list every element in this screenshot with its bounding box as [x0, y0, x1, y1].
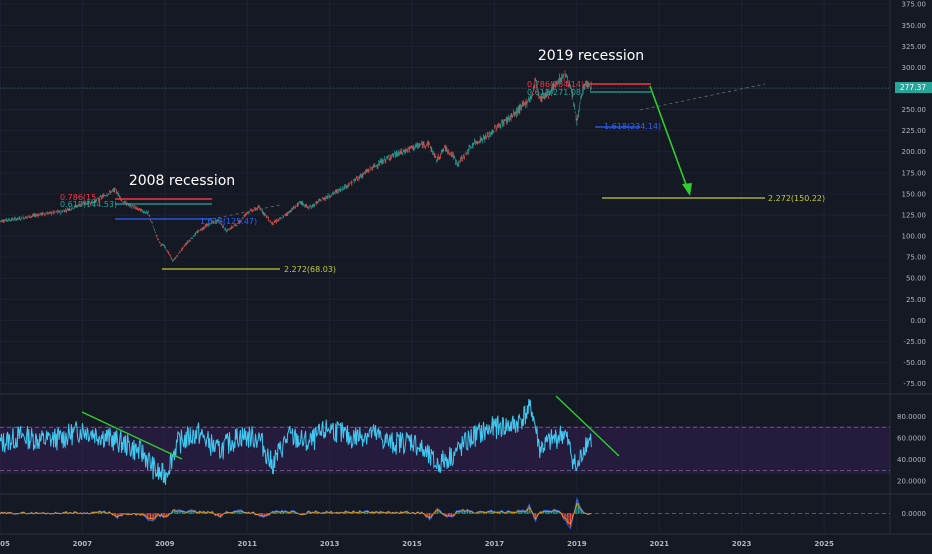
main-y-tick: 50.00 — [906, 275, 926, 283]
rsi-line — [0, 398, 592, 485]
fib-2008-1618-label: 1.618(125.47) — [200, 217, 257, 226]
main-y-tick: 225.00 — [902, 127, 927, 135]
main-y-tick: 0.00 — [910, 317, 926, 325]
rsi-y-tick: 40.0000 — [897, 456, 926, 464]
main-y-tick: 75.00 — [906, 254, 926, 262]
last-price-badge-text: 277.37 — [900, 83, 926, 92]
projection-arrow-line — [649, 85, 689, 191]
rsi-y-tick: 60.0000 — [897, 435, 926, 443]
macd-signal-line — [0, 502, 592, 525]
macd-y-tick: 0.0000 — [902, 510, 927, 518]
main-y-tick: 375.00 — [902, 1, 927, 9]
x-tick-label: 2021 — [650, 540, 670, 548]
rsi-band — [0, 426, 890, 474]
main-y-tick: 100.00 — [902, 233, 927, 241]
x-tick-label: 2025 — [814, 540, 834, 548]
main-y-tick: -25.00 — [903, 338, 926, 346]
recession-2019-label: 2019 recession — [538, 48, 644, 64]
fib-2019-2272-label: 2.272(150.22) — [768, 194, 825, 203]
main-y-tick: -75.00 — [903, 380, 926, 388]
main-y-tick: 325.00 — [902, 43, 927, 51]
main-y-tick: 150.00 — [902, 190, 927, 198]
main-y-tick: 25.00 — [906, 296, 926, 304]
rsi-y-tick: 80.0000 — [897, 413, 926, 421]
main-y-tick: 125.00 — [902, 211, 927, 219]
x-tick-label: 2011 — [237, 540, 257, 548]
x-tick-label: 2009 — [155, 540, 175, 548]
x-tick-label: 2013 — [320, 540, 340, 548]
x-tick-label: 2015 — [402, 540, 422, 548]
fib-2008-0786-label: 0.786(15 — [60, 193, 96, 202]
main-y-tick: -50.00 — [903, 359, 926, 367]
x-tick-label: 2007 — [73, 540, 93, 548]
main-y-tick: 175.00 — [902, 169, 927, 177]
fib-2019-0786-label: 0.786(284.14) — [527, 80, 584, 89]
main-y-tick: 300.00 — [902, 64, 927, 72]
projection-arrow-head — [682, 183, 692, 196]
text-layer: 2019 recession 2008 recession 0.786(15 0… — [60, 48, 825, 274]
rsi-divergence-2008 — [81, 411, 183, 460]
main-y-tick: 200.00 — [902, 148, 927, 156]
fib-2008-2272-label: 2.272(68.03) — [284, 265, 336, 274]
drawing-layer — [0, 83, 890, 460]
fib-2019-1618-label: 1.618(234.14) — [604, 122, 661, 131]
last-price-badge — [895, 82, 932, 93]
fib-2008-0618-label: 0.618(144.53) — [60, 200, 117, 209]
fib-2019-0618-label: 0.618(271.08) — [527, 88, 584, 97]
rsi-divergence-2019 — [555, 395, 620, 457]
x-tick-label: 2017 — [485, 540, 505, 548]
rsi-y-tick: 20.0000 — [897, 478, 926, 486]
main-y-tick: 350.00 — [902, 22, 927, 30]
x-tick-label: 2023 — [732, 540, 752, 548]
recession-2008-label: 2008 recession — [129, 173, 235, 189]
series-layer — [0, 70, 592, 530]
x-tick-label: 2019 — [567, 540, 587, 548]
main-y-tick: 250.00 — [902, 106, 927, 114]
x-tick-label: 05 — [0, 540, 10, 548]
